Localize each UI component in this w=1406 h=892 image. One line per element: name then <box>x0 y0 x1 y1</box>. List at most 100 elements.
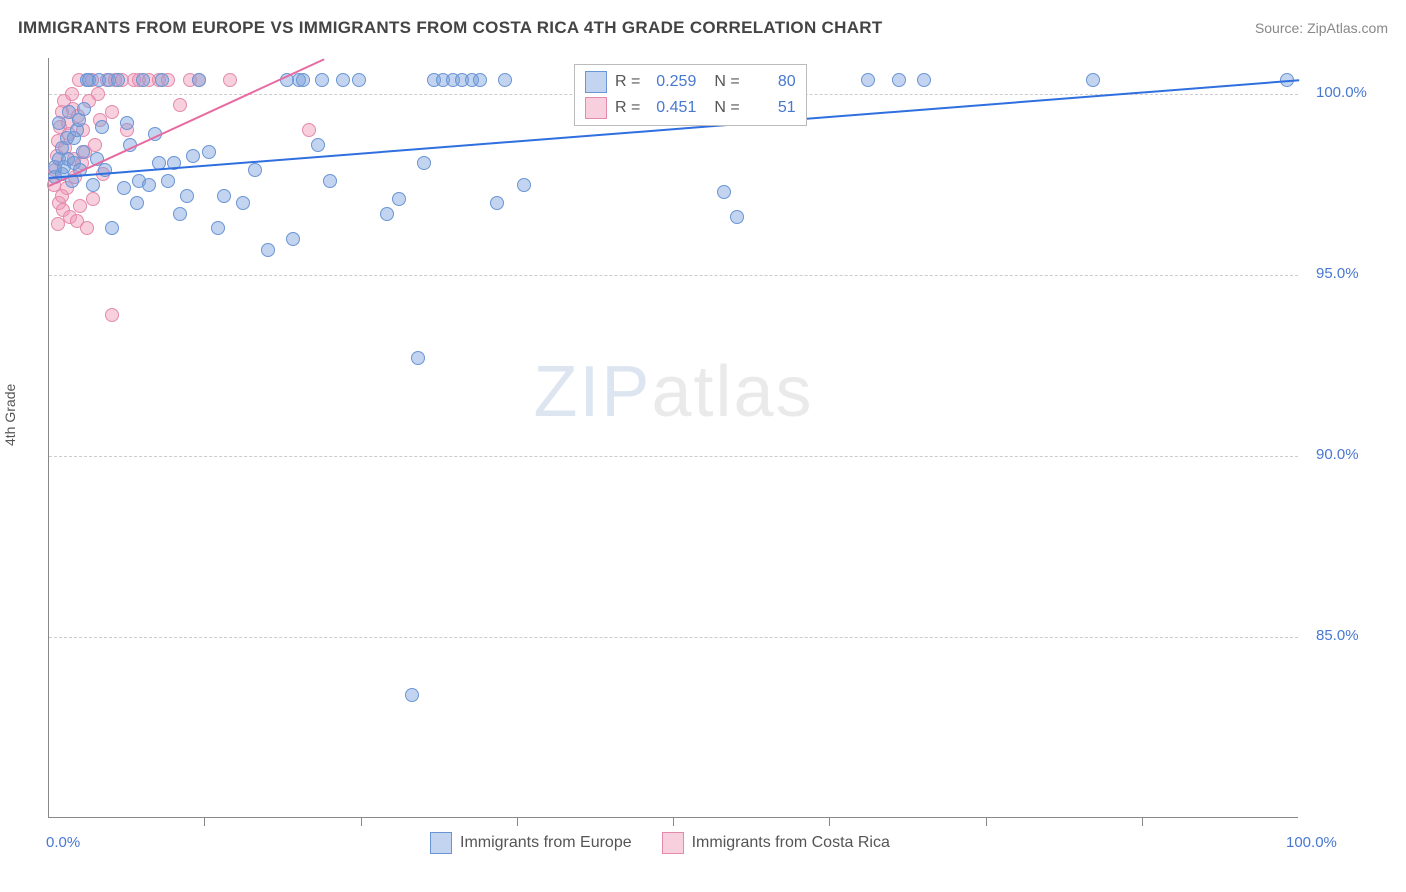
scatter-point-europe <box>192 73 206 87</box>
scatter-point-europe <box>186 149 200 163</box>
scatter-point-cr <box>105 308 119 322</box>
x-tick-label: 100.0% <box>1286 834 1337 851</box>
scatter-point-europe <box>211 221 225 235</box>
scatter-point-europe <box>86 178 100 192</box>
stat-r-label: R = <box>615 99 640 117</box>
legend-label: Immigrants from Costa Rica <box>692 834 890 852</box>
scatter-point-europe <box>142 178 156 192</box>
stats-box: R =0.259N =80R =0.451N =51 <box>574 64 807 126</box>
swatch-cr-icon <box>585 97 607 119</box>
scatter-point-europe <box>236 196 250 210</box>
legend-item: Immigrants from Costa Rica <box>662 832 890 854</box>
scatter-point-cr <box>73 199 87 213</box>
stat-n-value: 51 <box>748 99 796 117</box>
scatter-point-europe <box>730 210 744 224</box>
x-tick-label: 0.0% <box>46 834 80 851</box>
scatter-point-europe <box>173 207 187 221</box>
chart-title: IMMIGRANTS FROM EUROPE VS IMMIGRANTS FRO… <box>18 18 883 38</box>
scatter-point-cr <box>302 123 316 137</box>
gridline <box>49 637 1298 638</box>
bottom-legend: Immigrants from Europe Immigrants from Co… <box>430 832 890 854</box>
scatter-point-europe <box>117 181 131 195</box>
scatter-point-europe <box>717 185 731 199</box>
scatter-point-europe <box>417 156 431 170</box>
scatter-point-europe <box>315 73 329 87</box>
scatter-point-europe <box>473 73 487 87</box>
stat-r-label: R = <box>615 73 640 91</box>
scatter-point-europe <box>892 73 906 87</box>
scatter-point-europe <box>517 178 531 192</box>
scatter-point-cr <box>173 98 187 112</box>
scatter-point-europe <box>498 73 512 87</box>
scatter-point-europe <box>52 116 66 130</box>
stat-n-label: N = <box>714 99 739 117</box>
scatter-plot: ZIPatlas R =0.259N =80R =0.451N =51 <box>48 58 1298 818</box>
scatter-point-europe <box>405 688 419 702</box>
scatter-point-europe <box>336 73 350 87</box>
stat-r-value: 0.451 <box>648 99 696 117</box>
scatter-point-europe <box>95 120 109 134</box>
scatter-point-europe <box>352 73 366 87</box>
scatter-point-europe <box>917 73 931 87</box>
x-tick-mark <box>986 818 987 826</box>
scatter-point-cr <box>105 105 119 119</box>
stats-row: R =0.259N =80 <box>585 69 796 95</box>
scatter-point-europe <box>161 174 175 188</box>
swatch-europe-icon <box>585 71 607 93</box>
scatter-point-europe <box>411 351 425 365</box>
scatter-point-europe <box>1086 73 1100 87</box>
swatch-cr-icon <box>662 832 684 854</box>
scatter-point-europe <box>180 189 194 203</box>
scatter-point-europe <box>261 243 275 257</box>
gridline <box>49 456 1298 457</box>
scatter-point-cr <box>86 192 100 206</box>
watermark-atlas: atlas <box>651 352 813 432</box>
scatter-point-europe <box>296 73 310 87</box>
source-label: Source: ZipAtlas.com <box>1255 20 1388 36</box>
watermark: ZIPatlas <box>533 351 813 433</box>
legend-label: Immigrants from Europe <box>460 834 632 852</box>
gridline <box>49 275 1298 276</box>
scatter-point-europe <box>76 145 90 159</box>
stat-n-value: 80 <box>748 73 796 91</box>
scatter-point-europe <box>311 138 325 152</box>
scatter-point-europe <box>490 196 504 210</box>
x-tick-mark <box>673 818 674 826</box>
y-tick-label: 100.0% <box>1316 84 1367 101</box>
scatter-point-europe <box>105 221 119 235</box>
x-tick-mark <box>1142 818 1143 826</box>
scatter-point-cr <box>223 73 237 87</box>
scatter-point-europe <box>286 232 300 246</box>
scatter-point-cr <box>51 217 65 231</box>
scatter-point-europe <box>98 163 112 177</box>
x-tick-mark <box>361 818 362 826</box>
scatter-point-cr <box>65 87 79 101</box>
watermark-zip: ZIP <box>533 352 651 432</box>
scatter-point-europe <box>861 73 875 87</box>
scatter-point-europe <box>248 163 262 177</box>
scatter-point-europe <box>323 174 337 188</box>
x-tick-mark <box>829 818 830 826</box>
title-bar: IMMIGRANTS FROM EUROPE VS IMMIGRANTS FRO… <box>18 18 1388 38</box>
x-tick-mark <box>204 818 205 826</box>
y-tick-label: 85.0% <box>1316 627 1359 644</box>
scatter-point-europe <box>380 207 394 221</box>
y-tick-label: 90.0% <box>1316 446 1359 463</box>
scatter-point-europe <box>111 73 125 87</box>
scatter-point-europe <box>136 73 150 87</box>
legend-item: Immigrants from Europe <box>430 832 632 854</box>
stats-row: R = 0.451 N = 51 <box>585 95 796 121</box>
y-axis-label: 4th Grade <box>2 384 18 446</box>
scatter-point-cr <box>91 87 105 101</box>
stat-n-label: N = <box>714 73 739 91</box>
scatter-point-europe <box>202 145 216 159</box>
swatch-europe-icon <box>430 832 452 854</box>
scatter-point-europe <box>77 102 91 116</box>
scatter-point-europe <box>155 73 169 87</box>
scatter-point-europe <box>217 189 231 203</box>
scatter-point-europe <box>392 192 406 206</box>
x-tick-mark <box>517 818 518 826</box>
scatter-point-cr <box>80 221 94 235</box>
y-tick-label: 95.0% <box>1316 265 1359 282</box>
scatter-point-europe <box>130 196 144 210</box>
